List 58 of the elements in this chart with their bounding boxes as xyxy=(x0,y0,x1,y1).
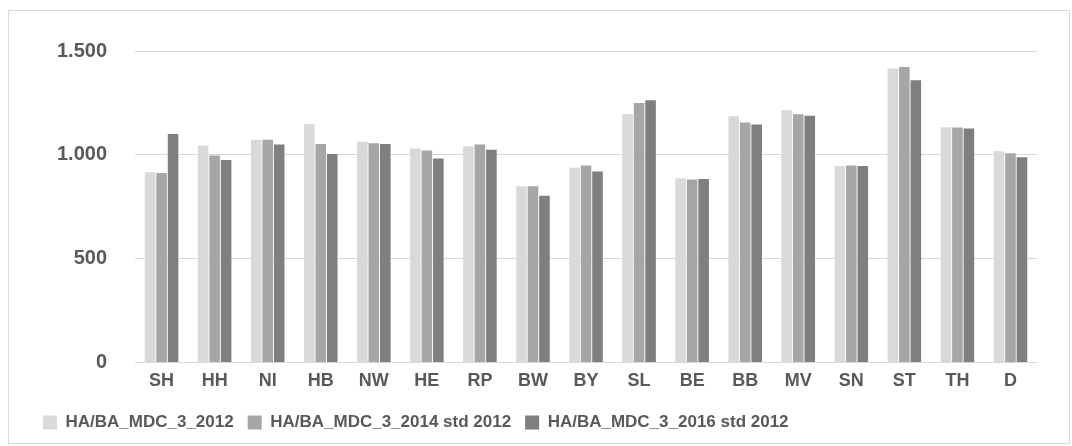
bar xyxy=(686,179,698,362)
x-tick-label: BY xyxy=(573,370,599,391)
bar xyxy=(804,115,816,362)
x-tick-label: NW xyxy=(358,370,389,391)
bar xyxy=(952,127,963,362)
bar xyxy=(899,66,910,362)
bar xyxy=(167,134,179,362)
bar xyxy=(792,114,804,362)
bar xyxy=(527,186,539,362)
x-tick-label: ST xyxy=(892,370,916,391)
y-tick-label: 1.000 xyxy=(56,142,108,165)
bar xyxy=(645,100,656,362)
bar xyxy=(380,144,391,362)
y-tick-label: 500 xyxy=(73,246,108,269)
bar xyxy=(209,155,220,362)
bar xyxy=(857,166,869,362)
bar xyxy=(156,173,167,362)
bar xyxy=(421,150,433,362)
x-tick-label: BW xyxy=(517,370,548,391)
x-tick-label: SN xyxy=(838,370,864,391)
bar xyxy=(315,144,327,362)
bar xyxy=(368,143,380,362)
legend-label: HA/BA_MDC_3_2012 xyxy=(65,412,234,432)
bar xyxy=(326,153,338,362)
y-tick-label: 1.500 xyxy=(56,38,108,61)
bar xyxy=(539,195,550,362)
x-tick-label: HH xyxy=(201,370,228,391)
x-tick-label: D xyxy=(1003,370,1017,391)
bar xyxy=(633,102,645,362)
x-tick-label: RP xyxy=(467,370,493,391)
bar xyxy=(220,159,232,362)
bar xyxy=(1016,157,1028,362)
bar xyxy=(698,179,709,362)
x-tick-label: BE xyxy=(679,370,705,391)
bar xyxy=(963,128,975,362)
bar xyxy=(433,158,444,362)
x-tick-label: BB xyxy=(732,370,759,391)
bar xyxy=(910,80,922,362)
bar xyxy=(751,124,762,362)
legend-label: HA/BA_MDC_3_2016 std 2012 xyxy=(547,412,789,432)
x-tick-label: SL xyxy=(627,370,651,391)
y-tick-label: 0 xyxy=(95,349,108,372)
x-tick-label: MV xyxy=(784,370,812,391)
x-tick-label: SH xyxy=(149,370,175,391)
bar xyxy=(474,144,486,362)
bar xyxy=(262,139,273,362)
x-tick-label: HB xyxy=(307,370,334,391)
bar xyxy=(486,149,497,362)
bar xyxy=(580,165,592,362)
bar xyxy=(846,165,857,362)
x-tick-label: TH xyxy=(945,370,970,391)
x-tick-label: HE xyxy=(414,370,440,391)
bar xyxy=(1005,153,1016,362)
legend-label: HA/BA_MDC_3_2014 std 2012 xyxy=(270,412,512,432)
x-tick-label: NI xyxy=(258,370,277,391)
bar xyxy=(739,122,751,362)
bar xyxy=(592,171,603,362)
bar xyxy=(273,144,285,362)
